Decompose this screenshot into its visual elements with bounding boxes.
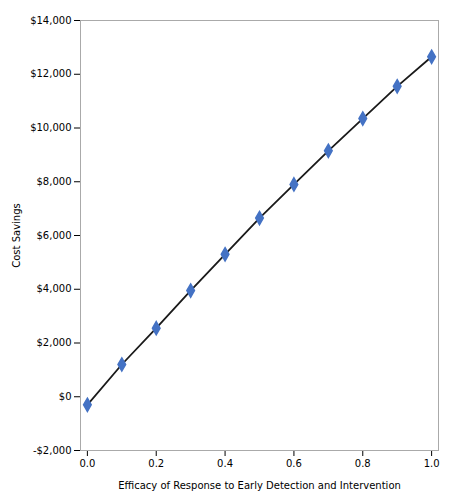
svg-text:0.6: 0.6 <box>286 458 302 469</box>
svg-text:Cost Savings: Cost Savings <box>11 203 22 267</box>
svg-text:$0: $0 <box>59 391 72 402</box>
svg-text:$2,000: $2,000 <box>37 337 72 348</box>
svg-text:1.0: 1.0 <box>424 458 440 469</box>
svg-text:$6,000: $6,000 <box>37 230 72 241</box>
svg-text:0.4: 0.4 <box>217 458 233 469</box>
svg-text:$4,000: $4,000 <box>37 283 72 294</box>
svg-text:-$2,000: -$2,000 <box>33 445 72 456</box>
svg-text:0.8: 0.8 <box>355 458 371 469</box>
svg-text:$10,000: $10,000 <box>30 122 71 133</box>
svg-text:0.0: 0.0 <box>79 458 95 469</box>
svg-text:$8,000: $8,000 <box>37 176 72 187</box>
svg-text:$12,000: $12,000 <box>30 68 71 79</box>
svg-text:0.2: 0.2 <box>148 458 164 469</box>
svg-text:$14,000: $14,000 <box>30 15 71 26</box>
svg-text:Efficacy of Response to Early: Efficacy of Response to Early Detection … <box>118 480 401 491</box>
